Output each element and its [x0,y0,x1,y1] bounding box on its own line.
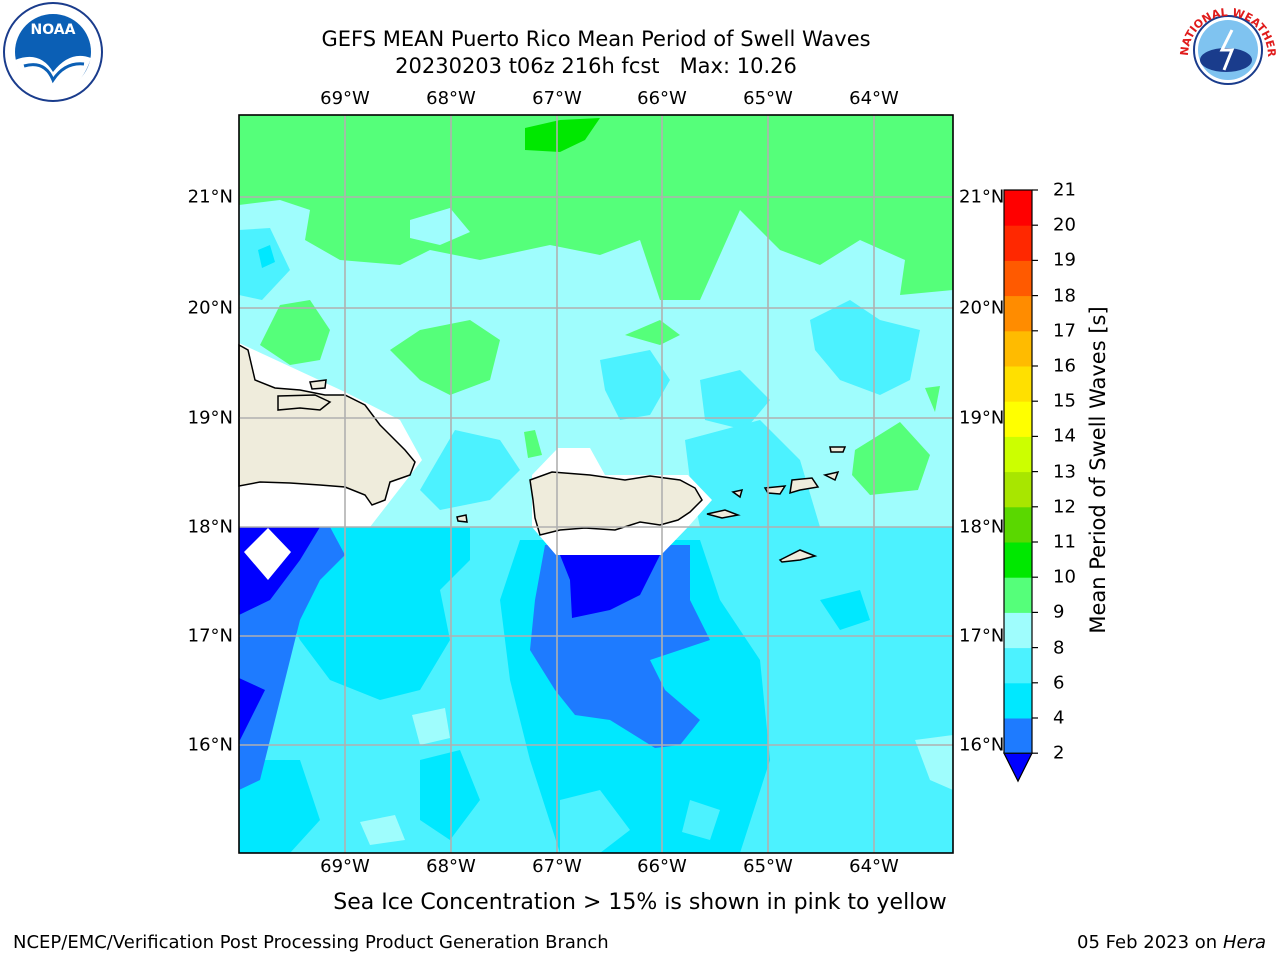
colorbar-tick-label: 21 [1053,179,1076,201]
chart-title: GEFS MEAN Puerto Rico Mean Period of Swe… [321,27,871,51]
lat-label-right-21n: 21°N [959,186,1005,208]
colorbar-tick-label: 19 [1053,249,1076,271]
footer-date: 05 Feb 2023 on Hera [1077,932,1266,953]
lat-label-left-21n: 21°N [187,186,233,208]
lon-label-top-66w: 66°W [637,88,687,109]
colorbar-band [1004,471,1032,508]
colorbar-label: Mean Period of Swell Waves [s] [1086,306,1110,634]
noaa-logo-text: NOAA [31,22,76,38]
colorbar-band [1004,506,1032,543]
colorbar-band [1004,260,1032,297]
colorbar-tick-label: 9 [1053,601,1065,623]
lat-label-left-19n: 19°N [187,407,233,429]
colorbar-tick-label: 12 [1053,496,1076,518]
colorbar-tick-label: 4 [1053,707,1065,729]
colorbar-tick-label: 15 [1053,390,1076,412]
puerto-rico-coast [529,471,703,536]
lat-label-left-16n: 16°N [187,734,233,756]
footer-host: Hera [1222,932,1266,953]
footer-branch: NCEP/EMC/Verification Post Processing Pr… [13,932,609,953]
land-masses [238,343,847,563]
lon-label-top-65w: 65°W [743,88,793,109]
colorbar-band [1004,682,1032,719]
colorbar-tick-label: 14 [1053,425,1076,447]
lon-label-top-64w: 64°W [849,88,899,109]
sea-ice-note: Sea Ice Concentration > 15% is shown in … [333,890,947,915]
colorbar-tick-label: 10 [1053,566,1076,588]
nws-logo-text: NATIONAL WEATHER SERVICE [0,0,1278,58]
colorbar-band [1004,295,1032,332]
colorbar-band [1004,225,1032,261]
lon-label-bottom-65w: 65°W [743,856,793,877]
colorbar-tick-label: 13 [1053,461,1076,483]
lon-label-bottom-64w: 64°W [849,856,899,877]
footer-date-text: 05 Feb 2023 on [1077,932,1218,953]
colorbar-band [1004,436,1032,473]
hispaniola-coast [238,343,416,506]
colorbar-tick-label: 20 [1053,214,1076,236]
lat-label-right-18n: 18°N [959,516,1005,538]
colorbar-tick-label: 18 [1053,285,1076,307]
colorbar-tick-label: 8 [1053,637,1065,659]
colorbar-band [1004,542,1032,578]
colorbar-band [1004,401,1032,437]
colorbar-band [1004,190,1032,226]
colorbar-tick-label: 11 [1053,531,1076,553]
nws-logo: NATIONAL WEATHER SERVICE [0,0,1278,98]
lat-label-right-17n: 17°N [959,625,1005,647]
colorbar-tick-label: 6 [1053,672,1065,694]
lon-label-bottom-68w: 68°W [426,856,476,877]
lat-label-left-17n: 17°N [187,625,233,647]
lon-label-bottom-66w: 66°W [637,856,687,877]
lon-label-top-67w: 67°W [532,88,582,109]
colorbar [1003,189,1038,783]
lon-label-top-68w: 68°W [426,88,476,109]
map-frame [238,114,954,854]
lat-label-right-20n: 20°N [959,297,1005,319]
chart-subtitle: 20230203 t06z 216h fcst Max: 10.26 [395,54,797,78]
lon-label-top-69w: 69°W [320,88,370,109]
colorbar-tick-label: 2 [1053,742,1065,764]
colorbar-band [1004,330,1032,367]
lon-label-bottom-69w: 69°W [320,856,370,877]
colorbar-tick-label: 17 [1053,320,1076,342]
lat-label-left-18n: 18°N [187,516,233,538]
colorbar-band [1004,647,1032,684]
colorbar-tick-label: 16 [1053,355,1076,377]
colorbar-band [1004,577,1032,613]
lat-label-right-19n: 19°N [959,407,1005,429]
colorbar-under-triangle [1003,752,1033,783]
colorbar-band [1004,718,1032,754]
graticule [239,115,953,853]
lat-label-right-16n: 16°N [959,734,1005,756]
colorbar-band [1004,366,1032,402]
colorbar-band [1004,612,1032,649]
lat-label-left-20n: 20°N [187,297,233,319]
lon-label-bottom-67w: 67°W [532,856,582,877]
noaa-logo: NOAA [3,2,103,102]
